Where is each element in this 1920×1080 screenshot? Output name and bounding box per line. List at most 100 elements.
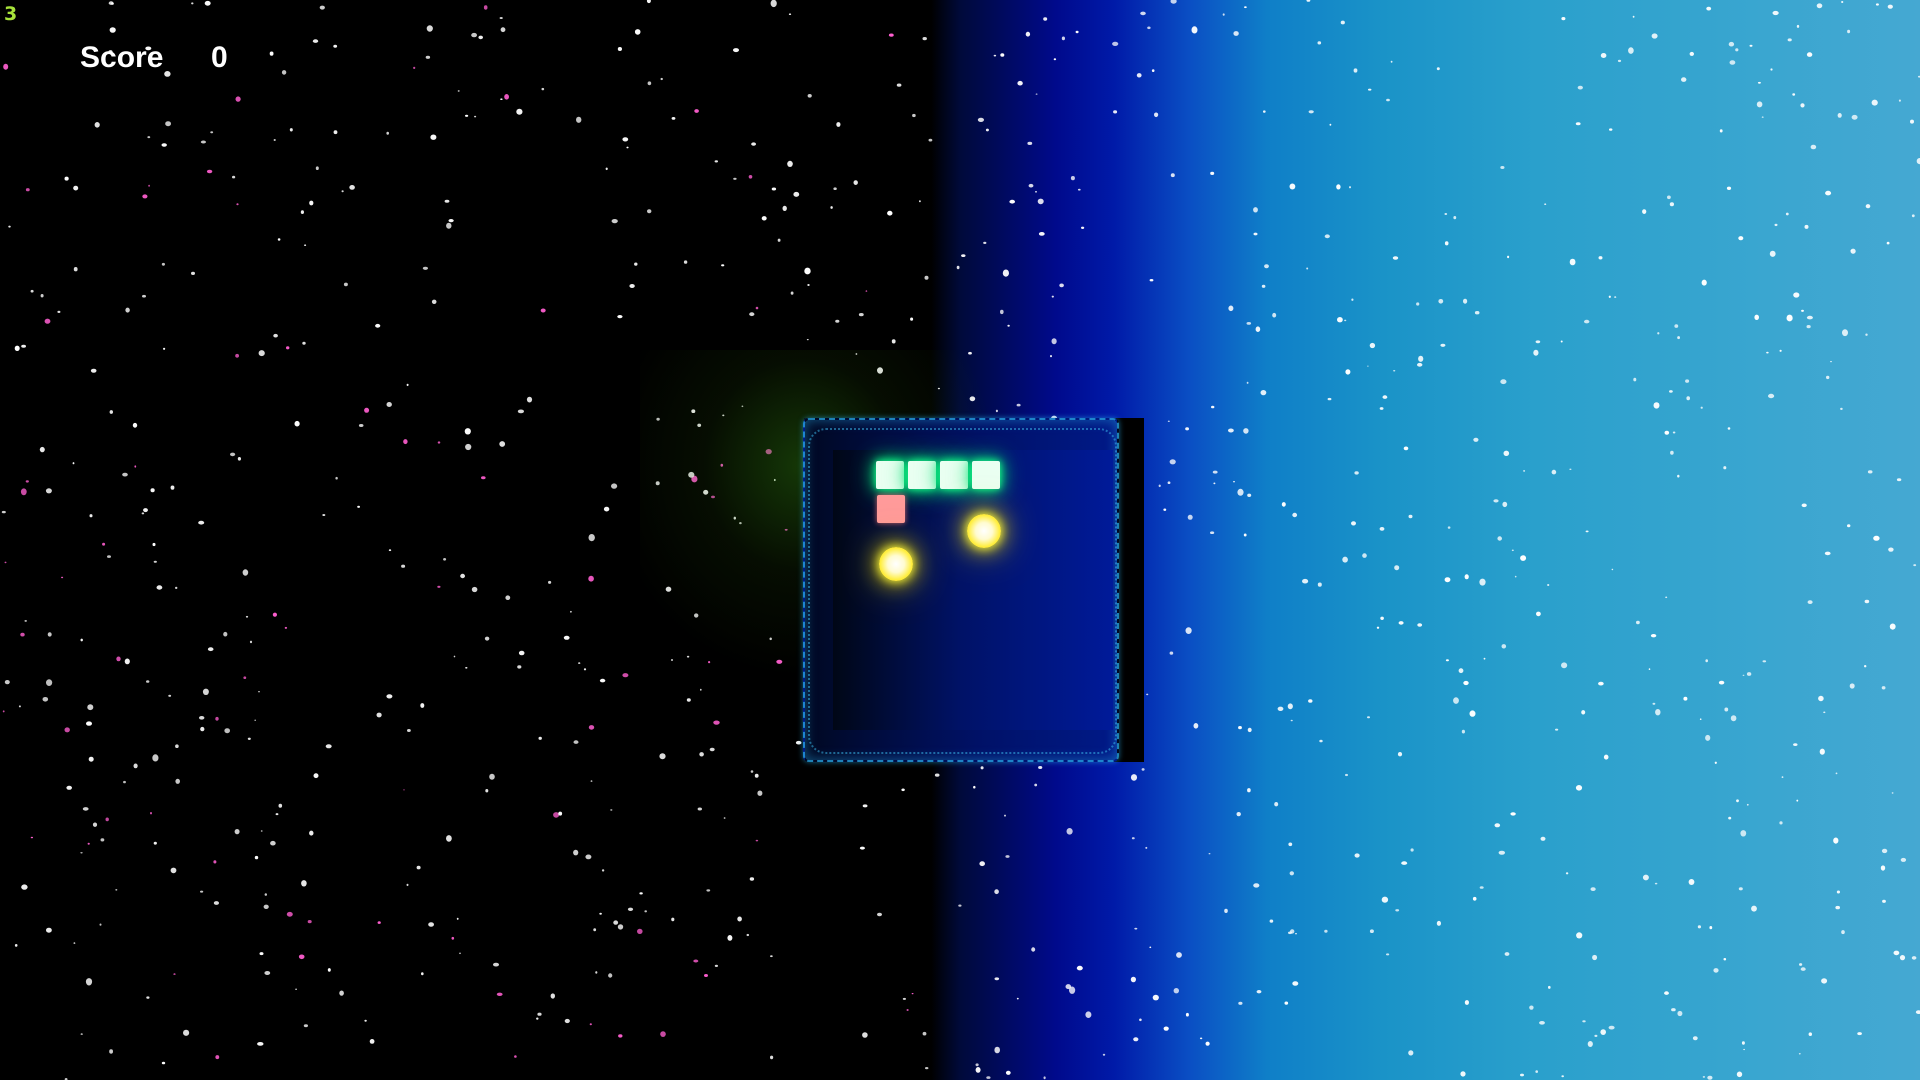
- star: [1154, 112, 1159, 118]
- star: [1256, 990, 1262, 994]
- star: [1453, 697, 1459, 704]
- star: [146, 996, 150, 999]
- star: [1035, 191, 1037, 193]
- star: [284, 626, 288, 629]
- star: [1741, 1041, 1745, 1045]
- star: [1706, 6, 1712, 11]
- star: [748, 175, 753, 179]
- star: [1444, 241, 1449, 246]
- star: [1342, 556, 1348, 563]
- star: [697, 807, 702, 811]
- star: [245, 615, 249, 618]
- star: [1565, 872, 1569, 875]
- star: [430, 134, 437, 140]
- star: [1548, 985, 1551, 989]
- star: [386, 694, 393, 699]
- star: [1390, 60, 1393, 63]
- star: [583, 668, 587, 671]
- star: [210, 131, 214, 134]
- star: [1401, 861, 1408, 865]
- star: [1806, 52, 1813, 57]
- star: [1152, 994, 1159, 1001]
- star: [720, 463, 724, 467]
- star: [1774, 223, 1778, 227]
- star: [191, 2, 194, 5]
- star: [1210, 171, 1215, 175]
- star: [830, 206, 833, 209]
- star: [694, 613, 699, 618]
- star: [1302, 578, 1309, 584]
- star: [312, 39, 319, 43]
- star: [1793, 743, 1798, 746]
- star: [1253, 207, 1258, 213]
- star: [1523, 470, 1526, 472]
- star: [1709, 926, 1713, 930]
- star: [465, 114, 469, 117]
- star: [272, 612, 277, 617]
- star: [489, 773, 495, 780]
- star: [263, 904, 269, 909]
- star: [20, 632, 25, 637]
- star: [191, 271, 195, 275]
- star: [407, 729, 411, 732]
- star: [1213, 482, 1216, 485]
- star: [1237, 488, 1244, 496]
- star: [599, 678, 606, 683]
- star: [1403, 446, 1409, 451]
- star: [1792, 93, 1796, 96]
- star: [1887, 4, 1893, 9]
- star: [994, 1046, 1000, 1054]
- star: [30, 836, 34, 839]
- star: [1768, 393, 1775, 399]
- star: [1667, 195, 1671, 200]
- star: [1367, 365, 1369, 367]
- star: [1590, 887, 1596, 891]
- star: [1582, 1020, 1586, 1023]
- star: [1600, 682, 1603, 685]
- star: [230, 452, 236, 457]
- star: [922, 37, 927, 41]
- star: [1891, 792, 1894, 794]
- star: [258, 691, 260, 693]
- star: [835, 319, 840, 323]
- star: [1718, 680, 1725, 685]
- star: [375, 323, 381, 328]
- star: [143, 508, 148, 513]
- star: [1665, 596, 1668, 599]
- star: [349, 185, 355, 190]
- star: [87, 842, 90, 845]
- star: [1587, 1041, 1593, 1047]
- star: [215, 716, 219, 721]
- star: [1598, 256, 1603, 260]
- star: [644, 910, 647, 913]
- star: [1864, 665, 1867, 668]
- star: [1398, 621, 1404, 625]
- star: [446, 835, 452, 842]
- star: [1191, 26, 1198, 34]
- star: [626, 146, 629, 149]
- star: [99, 923, 102, 926]
- star: [564, 1018, 570, 1024]
- star: [634, 262, 638, 266]
- star: [1633, 377, 1637, 382]
- star: [142, 294, 146, 298]
- star: [994, 889, 999, 895]
- star: [1504, 952, 1510, 956]
- star: [1025, 31, 1031, 37]
- star: [505, 595, 511, 600]
- star: [1163, 508, 1167, 511]
- star: [364, 1019, 367, 1022]
- star: [1187, 514, 1193, 520]
- star: [1290, 719, 1293, 722]
- star: [202, 688, 209, 695]
- star: [236, 203, 239, 206]
- star: [714, 964, 719, 968]
- star: [1672, 431, 1676, 434]
- star: [161, 143, 167, 147]
- star: [1461, 729, 1465, 734]
- star: [1840, 407, 1843, 410]
- star: [1841, 930, 1845, 935]
- star: [1351, 298, 1354, 301]
- star: [1085, 1011, 1092, 1018]
